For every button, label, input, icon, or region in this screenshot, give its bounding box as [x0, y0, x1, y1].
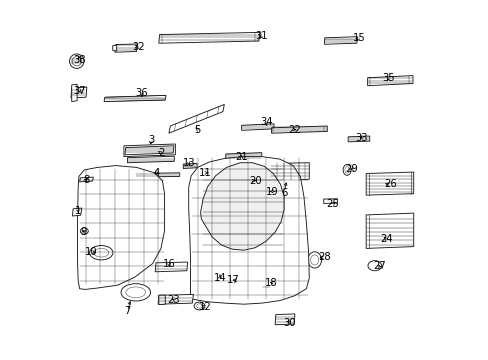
Polygon shape: [366, 172, 413, 195]
Polygon shape: [115, 44, 137, 52]
Ellipse shape: [214, 271, 225, 285]
Text: 36: 36: [135, 88, 148, 98]
Text: 31: 31: [255, 31, 267, 41]
Text: 23: 23: [166, 294, 179, 305]
Polygon shape: [247, 178, 263, 184]
Polygon shape: [113, 45, 117, 51]
Ellipse shape: [89, 246, 113, 260]
Ellipse shape: [196, 304, 202, 308]
Ellipse shape: [367, 261, 381, 271]
Polygon shape: [270, 163, 309, 180]
Ellipse shape: [94, 248, 108, 257]
Polygon shape: [80, 177, 93, 182]
Ellipse shape: [307, 252, 321, 268]
Polygon shape: [323, 199, 337, 203]
Ellipse shape: [310, 255, 318, 265]
Text: 32: 32: [132, 42, 144, 52]
Text: 11: 11: [198, 168, 211, 178]
Polygon shape: [225, 153, 261, 159]
Ellipse shape: [194, 302, 204, 310]
Text: 21: 21: [235, 152, 247, 162]
Polygon shape: [158, 294, 193, 304]
Ellipse shape: [125, 287, 145, 298]
Text: 2: 2: [158, 148, 164, 158]
Polygon shape: [127, 156, 174, 163]
Polygon shape: [271, 126, 326, 133]
Polygon shape: [168, 104, 224, 133]
Text: 29: 29: [345, 164, 357, 174]
Text: 25: 25: [325, 199, 338, 210]
Ellipse shape: [204, 168, 218, 178]
Text: 27: 27: [372, 261, 385, 271]
Polygon shape: [125, 146, 174, 155]
Text: 10: 10: [85, 247, 98, 257]
Polygon shape: [136, 173, 179, 177]
Polygon shape: [72, 84, 77, 102]
Ellipse shape: [343, 165, 350, 175]
Polygon shape: [241, 124, 273, 130]
Text: 38: 38: [73, 55, 86, 66]
Text: 8: 8: [83, 175, 89, 185]
Text: 1: 1: [75, 206, 81, 216]
Circle shape: [69, 54, 84, 68]
Text: 26: 26: [383, 179, 396, 189]
Ellipse shape: [257, 278, 275, 292]
Text: 5: 5: [194, 125, 201, 135]
Text: 16: 16: [162, 258, 175, 269]
Polygon shape: [367, 76, 412, 86]
Text: 18: 18: [264, 278, 277, 288]
Ellipse shape: [261, 281, 272, 289]
Text: 24: 24: [380, 234, 392, 244]
Text: 28: 28: [318, 252, 330, 262]
Ellipse shape: [80, 228, 88, 234]
Polygon shape: [159, 32, 259, 43]
Text: 15: 15: [352, 33, 365, 43]
Polygon shape: [347, 136, 369, 142]
Text: 12: 12: [198, 302, 211, 312]
Polygon shape: [159, 295, 165, 305]
Text: 20: 20: [248, 176, 261, 186]
Ellipse shape: [217, 274, 223, 282]
Text: 19: 19: [265, 186, 278, 197]
Ellipse shape: [225, 278, 237, 288]
Ellipse shape: [121, 284, 150, 301]
Polygon shape: [366, 213, 413, 248]
Text: 22: 22: [287, 125, 300, 135]
Polygon shape: [200, 163, 284, 250]
Polygon shape: [71, 87, 87, 98]
Ellipse shape: [344, 167, 348, 173]
Circle shape: [72, 57, 81, 66]
Text: 14: 14: [213, 273, 226, 283]
Text: 4: 4: [153, 168, 159, 178]
Ellipse shape: [206, 170, 216, 176]
Text: 33: 33: [354, 132, 367, 143]
Polygon shape: [275, 314, 294, 325]
Text: 37: 37: [73, 86, 86, 96]
Text: 30: 30: [283, 318, 295, 328]
Polygon shape: [155, 262, 187, 272]
Polygon shape: [324, 37, 356, 44]
Text: 9: 9: [80, 227, 86, 237]
Polygon shape: [104, 95, 166, 102]
Polygon shape: [188, 157, 309, 304]
Polygon shape: [77, 166, 164, 289]
Text: 35: 35: [382, 73, 394, 84]
Text: 7: 7: [124, 306, 130, 316]
Text: 3: 3: [147, 135, 154, 145]
Text: 6: 6: [280, 188, 287, 198]
Polygon shape: [261, 188, 276, 194]
Text: 13: 13: [182, 158, 195, 168]
Text: 17: 17: [227, 275, 240, 285]
Ellipse shape: [251, 177, 260, 184]
Polygon shape: [72, 208, 81, 216]
Polygon shape: [183, 163, 197, 168]
Text: 34: 34: [259, 117, 272, 127]
